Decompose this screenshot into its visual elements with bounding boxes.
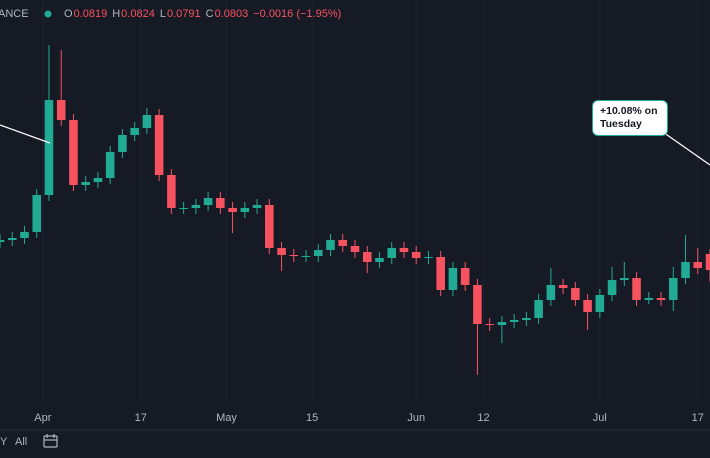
candle-body xyxy=(118,135,127,152)
candle-body xyxy=(130,128,139,135)
candle-body xyxy=(436,257,445,290)
candle-body xyxy=(301,256,311,257)
change-value: −0.0016 (−1.95%) xyxy=(253,8,341,20)
candle-body xyxy=(313,250,323,256)
candle-body xyxy=(448,268,458,290)
candle-body xyxy=(509,320,519,322)
candle-body xyxy=(69,120,78,185)
x-tick-label: May xyxy=(216,412,237,424)
calendar-icon[interactable] xyxy=(43,434,58,448)
ohlc-label: O xyxy=(64,8,73,20)
candle-body xyxy=(142,115,152,128)
candle-body xyxy=(399,248,409,252)
candle-body xyxy=(179,208,188,209)
candle-body xyxy=(216,198,225,208)
candle-body xyxy=(375,258,384,262)
candle-body xyxy=(632,278,641,300)
candles xyxy=(0,45,710,375)
candle-body xyxy=(20,232,29,238)
x-tick-label: Apr xyxy=(34,412,51,424)
candle-body xyxy=(167,175,176,208)
candle-body xyxy=(460,268,470,285)
x-tick-label: 17 xyxy=(692,412,704,424)
candle-body xyxy=(240,208,250,212)
candle-body xyxy=(595,295,605,312)
candle-body xyxy=(289,255,299,256)
callout-pointer xyxy=(659,129,710,166)
x-tick-label: 17 xyxy=(135,412,147,424)
ohlc-value: 0.0791 xyxy=(167,8,201,20)
candle-body xyxy=(522,318,531,320)
candle-body xyxy=(620,278,629,280)
candle-body xyxy=(485,324,494,325)
candle-body xyxy=(607,280,617,295)
candle-body xyxy=(387,248,397,258)
candle-body xyxy=(571,288,580,300)
candle-body xyxy=(534,300,543,318)
range-button[interactable]: Y xyxy=(0,436,8,448)
range-button[interactable]: All xyxy=(15,436,27,448)
ohlc-label: C xyxy=(206,8,214,20)
candle-body xyxy=(362,252,372,262)
callout-pointer xyxy=(0,124,51,144)
candle-body xyxy=(191,205,201,208)
ohlc-value: 0.0819 xyxy=(74,8,108,20)
status-dot xyxy=(44,10,52,18)
candle-body xyxy=(473,285,482,324)
annotation: +10.08% on Tuesday xyxy=(592,100,668,136)
candle-body xyxy=(668,278,678,300)
candle-body xyxy=(546,285,556,300)
candle-body xyxy=(228,208,237,212)
ohlc-value: 0.0803 xyxy=(215,8,249,20)
grid xyxy=(42,0,699,400)
candle-body xyxy=(424,257,433,258)
candle-body xyxy=(656,298,666,300)
candle-body xyxy=(32,195,42,232)
candle-body xyxy=(56,100,66,120)
candle-body xyxy=(497,322,507,325)
x-tick-label: 15 xyxy=(306,412,318,424)
candle-body xyxy=(338,240,348,246)
candle-body xyxy=(105,152,115,178)
candle-body xyxy=(0,240,5,242)
candle-body xyxy=(252,205,262,208)
candle-body xyxy=(81,182,90,185)
x-tick-label: Jul xyxy=(593,412,607,424)
candle-body xyxy=(681,262,690,278)
candle-body xyxy=(93,178,103,182)
candle-body xyxy=(644,298,654,300)
legend-header: ANCE O 0.0819 H 0.0824 L 0.0791 C 0.0803 −0.0016… xyxy=(0,8,341,20)
candle-body xyxy=(203,198,213,205)
candle-body xyxy=(558,285,568,288)
ohlc-label: H xyxy=(112,8,120,20)
ohlc-label: L xyxy=(160,8,166,20)
candle-body xyxy=(277,248,286,255)
candle-body xyxy=(44,100,54,195)
symbol: ANCE xyxy=(0,8,29,20)
candle-body xyxy=(265,205,274,248)
candle-body xyxy=(705,254,710,270)
candle-body xyxy=(7,238,17,240)
candle-body xyxy=(693,262,703,268)
candle-body xyxy=(411,252,421,258)
candle-body xyxy=(350,246,360,252)
x-tick-label: Jun xyxy=(407,412,425,424)
candle-body xyxy=(154,115,164,175)
candle-body xyxy=(583,300,592,312)
ohlc-value: 0.0824 xyxy=(121,8,155,20)
x-tick-label: 12 xyxy=(477,412,489,424)
candle-body xyxy=(326,240,335,250)
